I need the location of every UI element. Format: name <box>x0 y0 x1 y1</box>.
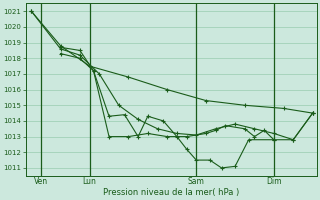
X-axis label: Pression niveau de la mer( hPa ): Pression niveau de la mer( hPa ) <box>103 188 239 197</box>
